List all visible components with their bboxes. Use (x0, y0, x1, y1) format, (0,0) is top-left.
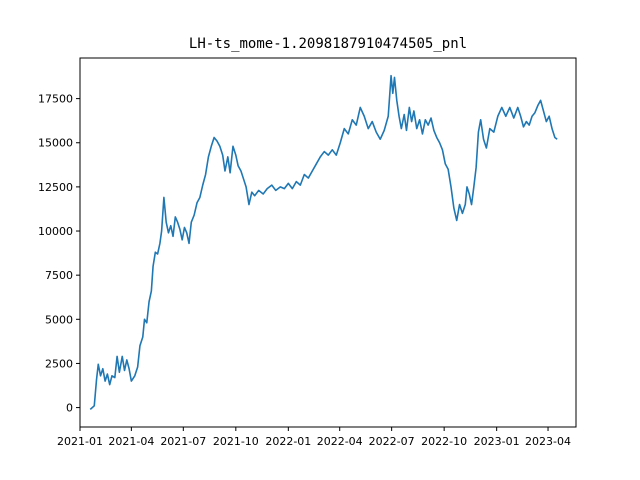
x-tick-label-5: 2022-04 (317, 435, 363, 448)
x-tick-label-3: 2021-10 (213, 435, 259, 448)
y-tick-label-1: 2500 (45, 357, 73, 370)
y-tick-label-6: 15000 (38, 137, 73, 150)
plot-area (89, 74, 558, 410)
x-tick-label-6: 2022-07 (369, 435, 415, 448)
axes: 2021-01 2021-04 2021-07 2021-10 2022-01 2022-… (38, 93, 571, 448)
x-tick-label-1: 2021-04 (108, 435, 154, 448)
y-tick-label-4: 10000 (38, 225, 73, 238)
y-tick-label-7: 17500 (38, 93, 73, 106)
x-tick-label-0: 2021-01 (57, 435, 103, 448)
x-tick-label-7: 2022-10 (421, 435, 467, 448)
x-tick-label-4: 2022-01 (265, 435, 311, 448)
y-tick-label-3: 7500 (45, 269, 73, 282)
chart-title: LH-ts_mome-1.2098187910474505_pnl (189, 36, 467, 52)
x-tick-label-9: 2023-04 (525, 435, 571, 448)
x-tick-label-2: 2021-07 (160, 435, 206, 448)
y-tick-label-2: 5000 (45, 313, 73, 326)
x-tick-label-8: 2023-01 (474, 435, 520, 448)
pnl-series-line-0 (89, 74, 558, 410)
y-tick-label-5: 12500 (38, 181, 73, 194)
plot-frame (79, 57, 577, 428)
y-tick-label-0: 0 (66, 402, 73, 415)
